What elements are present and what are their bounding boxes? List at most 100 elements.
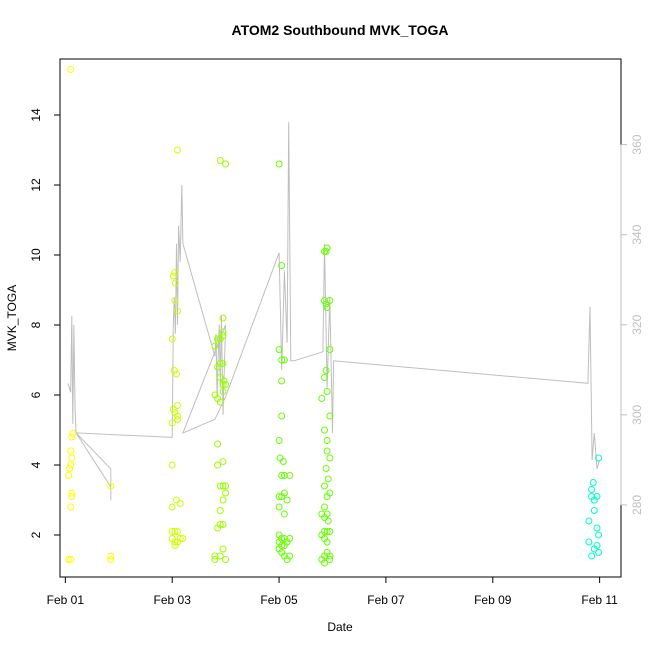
y-tick-label: 10	[29, 248, 43, 262]
y-tick-label: 4	[29, 461, 43, 468]
data-point	[216, 157, 224, 164]
data-point	[322, 465, 330, 472]
data-point	[170, 367, 178, 374]
data-point	[214, 335, 222, 343]
data-point	[593, 493, 601, 500]
data-point	[275, 346, 283, 353]
data-point	[323, 549, 331, 556]
y2-tick-label: 300	[630, 405, 644, 425]
x-axis-label: Date	[327, 620, 353, 634]
data-point	[216, 507, 224, 514]
data-point	[68, 454, 76, 462]
y-tick-label: 6	[29, 391, 43, 398]
data-point	[171, 542, 179, 549]
data-point	[323, 244, 331, 252]
data-point	[171, 269, 179, 276]
data-point	[214, 524, 222, 532]
data-point	[321, 374, 328, 381]
data-point	[214, 440, 222, 448]
data-point	[176, 535, 184, 542]
data-point	[595, 454, 603, 462]
data-point	[326, 454, 334, 462]
y-axis-label: MVK_TOGA	[5, 285, 19, 351]
data-point	[280, 510, 288, 518]
y2-tick-label: 280	[630, 495, 644, 515]
data-point	[323, 538, 331, 546]
data-point	[595, 549, 603, 556]
data-point	[219, 360, 227, 367]
data-point	[174, 412, 181, 420]
data-point	[174, 146, 181, 154]
data-point	[214, 461, 222, 469]
data-point	[171, 297, 179, 304]
data-point	[67, 66, 75, 73]
data-point	[169, 405, 177, 413]
x-tick-label: Feb 07	[367, 593, 405, 607]
plot-frame	[59, 58, 622, 578]
y2-tick-label: 320	[630, 314, 644, 334]
data-point	[323, 437, 331, 444]
data-point	[322, 300, 330, 308]
data-point	[324, 517, 332, 525]
data-point	[219, 328, 227, 336]
y-axis: 2 4 6 8 10 12 14	[29, 108, 61, 538]
data-point	[275, 503, 283, 511]
data-point	[219, 332, 227, 339]
data-point	[214, 363, 222, 371]
data-point	[174, 416, 181, 423]
x-tick-label: Feb 01	[47, 593, 85, 607]
data-point	[107, 556, 115, 563]
data-point	[219, 388, 227, 395]
data-point	[66, 465, 74, 472]
data-point	[595, 531, 603, 539]
data-point	[168, 503, 176, 511]
data-point	[275, 493, 283, 500]
y2-tick-label: 360	[630, 134, 644, 154]
data-point	[168, 335, 176, 343]
data-point	[65, 556, 72, 563]
data-point	[68, 489, 76, 497]
data-point	[171, 538, 179, 546]
data-point	[318, 395, 326, 402]
data-point	[219, 496, 227, 504]
data-point	[283, 556, 291, 563]
data-point	[321, 528, 328, 535]
data-point	[588, 552, 596, 560]
data-point	[69, 430, 77, 437]
data-point	[280, 356, 288, 364]
data-point	[326, 489, 334, 497]
data-point	[585, 517, 593, 525]
data-point	[286, 472, 294, 479]
data-point	[222, 489, 230, 497]
data-point	[326, 346, 334, 353]
data-point	[326, 412, 334, 420]
data-point	[169, 272, 177, 280]
data-point	[67, 461, 75, 469]
data-point	[67, 556, 75, 563]
y-tick-label: 14	[29, 108, 43, 122]
data-point	[585, 538, 593, 546]
data-point	[168, 528, 176, 535]
data-point	[211, 552, 219, 560]
data-point	[174, 528, 181, 535]
data-point	[216, 552, 224, 560]
x-tick-label: Feb 11	[581, 593, 618, 607]
data-point	[222, 556, 230, 563]
data-point	[168, 461, 176, 469]
data-point	[323, 304, 331, 311]
data-point	[219, 521, 227, 528]
y-tick-label: 8	[29, 321, 43, 328]
data-point	[216, 374, 224, 381]
data-point	[211, 342, 219, 350]
data-point	[168, 419, 176, 427]
data-point	[321, 482, 328, 490]
data-point	[275, 160, 283, 168]
x-tick-label: Feb 03	[154, 593, 192, 607]
data-point	[174, 402, 181, 409]
data-point	[176, 500, 184, 507]
data-point	[220, 377, 228, 385]
data-point	[326, 556, 334, 563]
data-point	[278, 412, 286, 420]
x-tick-label: Feb 09	[474, 593, 512, 607]
